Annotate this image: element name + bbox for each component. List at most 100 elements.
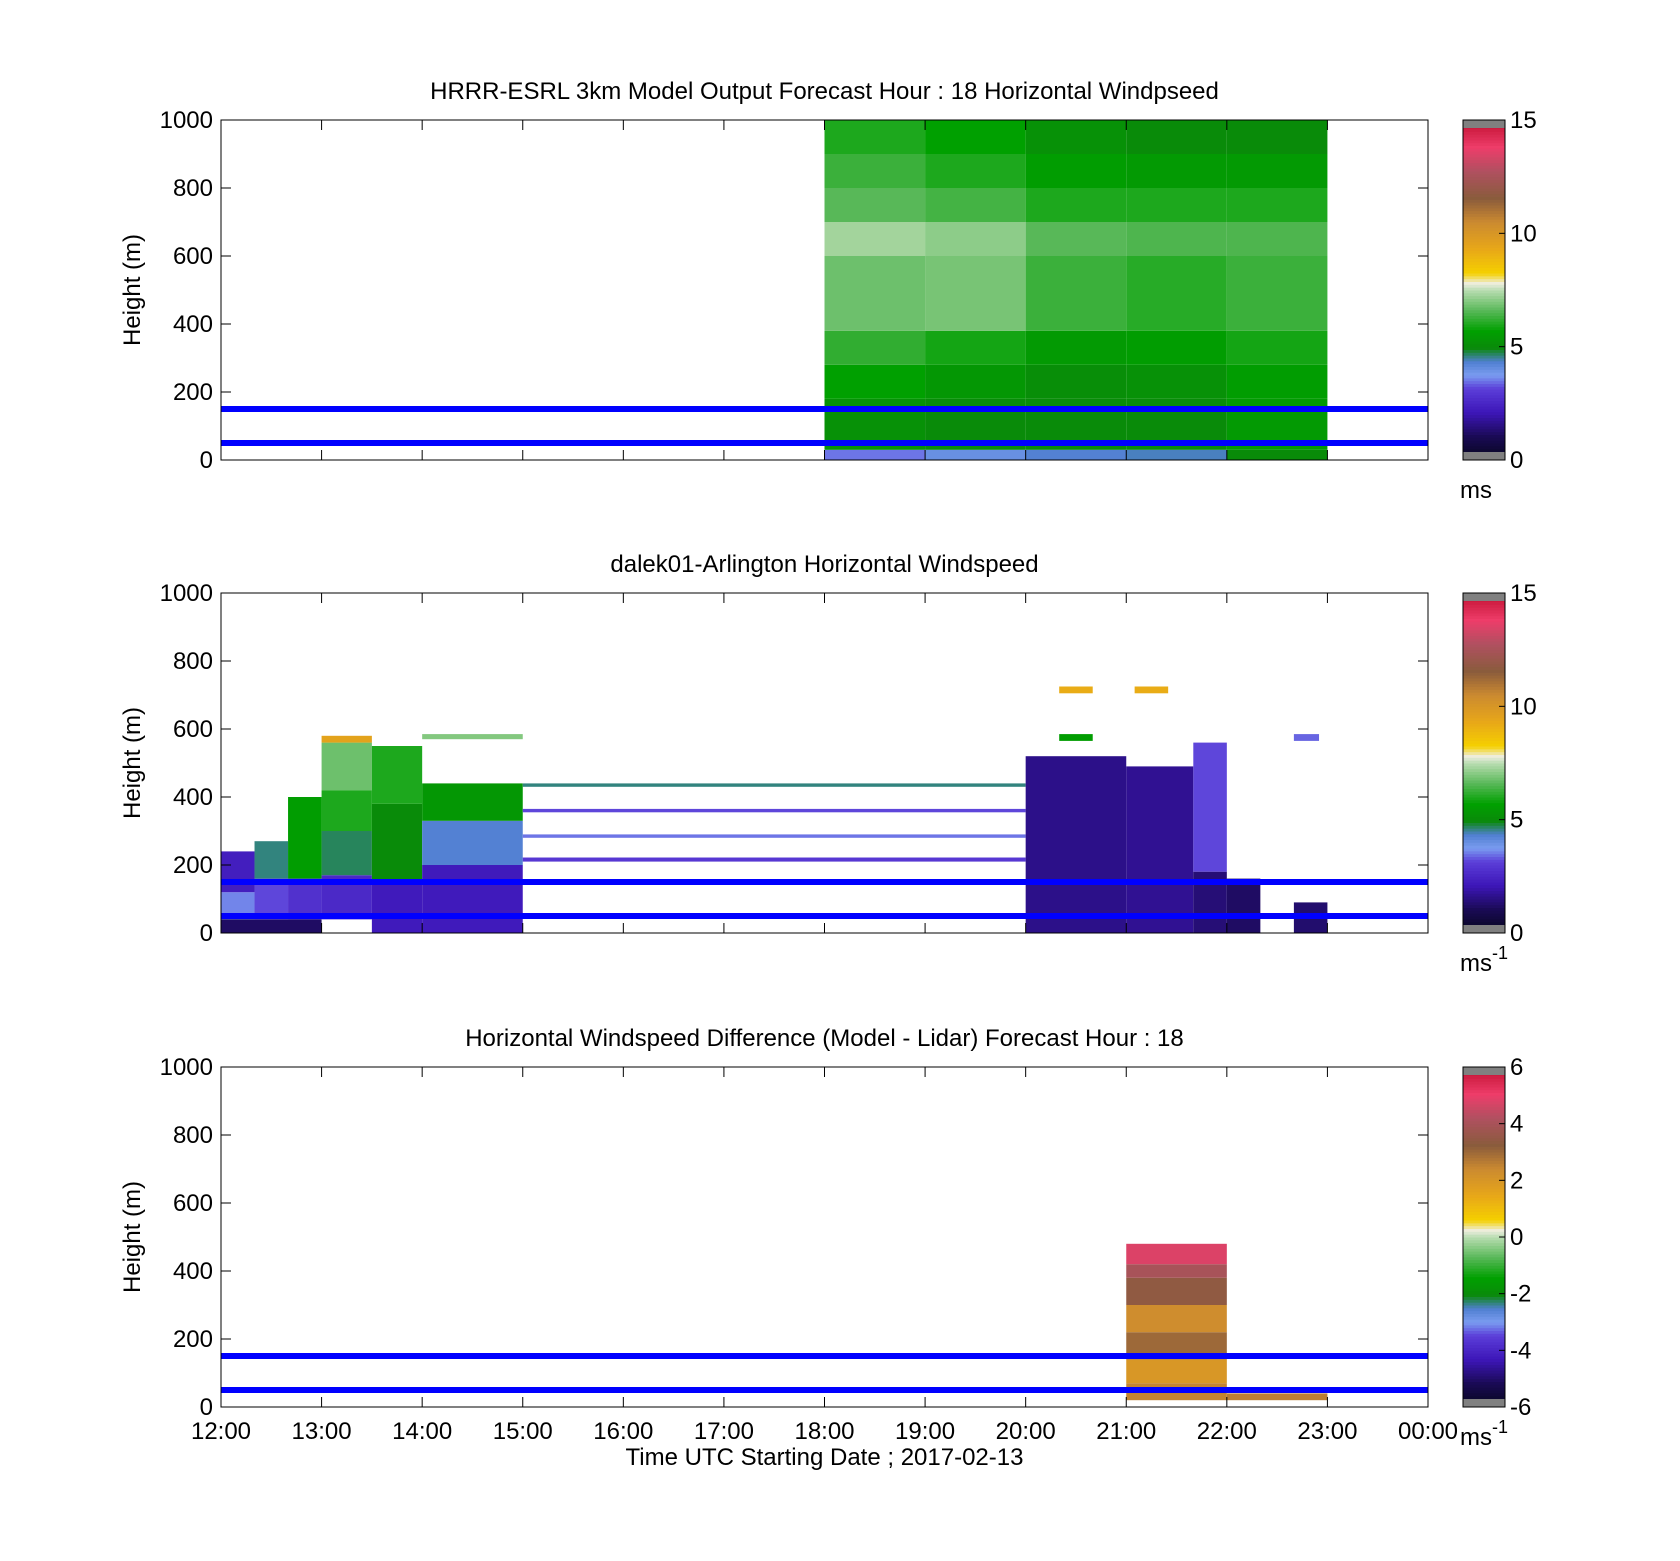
colorbar-segment (1463, 612, 1505, 617)
colorbar-unit-label: ms (1460, 477, 1492, 504)
heatmap-cell (1226, 256, 1328, 331)
colorbar-segment (1463, 814, 1505, 818)
colorbar-segment (1463, 1191, 1505, 1195)
colorbar-segment (1463, 907, 1505, 911)
heatmap-cell (1193, 742, 1227, 872)
colorbar-segment (1463, 1375, 1505, 1380)
colorbar-segment (1463, 1217, 1505, 1221)
colorbar-tick-label: -6 (1510, 1394, 1531, 1421)
x-axis-label: Time UTC Starting Date ; 2017-02-13 (626, 1444, 1024, 1471)
colorbar-segment (1463, 222, 1505, 226)
heatmap-cell (371, 882, 423, 933)
colorbar-segment (1463, 400, 1505, 404)
heatmap-cell (221, 919, 322, 933)
colorbar-segment (1463, 360, 1505, 365)
colorbar-segment (1463, 899, 1505, 903)
colorbar-segment (1463, 799, 1505, 804)
colorbar-segment (1463, 607, 1505, 611)
colorbar-segment (1463, 352, 1505, 356)
colorbar-segment (1463, 1092, 1505, 1096)
colorbar-segment (1463, 867, 1505, 872)
colorbar-segment (1463, 1089, 1505, 1093)
colorbar-segment (1463, 423, 1505, 427)
heatmap-cell (925, 330, 1026, 365)
colorbar-tick-label: 0 (1510, 920, 1523, 947)
colorbar-segment (1463, 1316, 1505, 1320)
y-axis-label: Height (m) (119, 234, 146, 346)
colorbar-segment (1463, 372, 1505, 376)
colorbar-segment (1463, 1129, 1505, 1133)
colorbar-segment (1463, 151, 1505, 155)
colorbar-tick-label: 0 (1510, 1224, 1523, 1251)
heatmap-cell (321, 831, 372, 876)
colorbar-segment (1463, 1290, 1505, 1295)
heatmap-cell (1126, 1277, 1227, 1305)
colorbar-segment (1463, 1140, 1505, 1144)
colorbar-segment (1463, 389, 1505, 393)
heatmap-cell (1293, 734, 1320, 741)
colorbar-segment (1463, 1075, 1505, 1079)
colorbar-segment (1463, 901, 1505, 906)
colorbar-segment (1463, 275, 1505, 280)
colorbar-segment (1463, 1322, 1505, 1326)
colorbar-segment (1463, 1143, 1505, 1147)
colorbar-segment (1463, 420, 1505, 424)
colorbar-segment (1463, 1367, 1505, 1371)
colorbar-segment (1463, 1183, 1505, 1187)
colorbar-segment (1463, 332, 1505, 336)
colorbar-segment (1463, 729, 1505, 733)
colorbar-segment (1463, 278, 1505, 282)
colorbar-segment (1463, 287, 1505, 291)
colorbar-segment (1463, 910, 1505, 914)
y-tick-label: 600 (173, 243, 213, 270)
heatmap-cell (1025, 188, 1127, 222)
colorbar-segment (1463, 1248, 1505, 1252)
y-tick-label: 800 (173, 175, 213, 202)
colorbar-segment (1463, 675, 1505, 679)
colorbar-segment (1463, 244, 1505, 248)
y-tick-label: 400 (173, 311, 213, 338)
colorbar-segment (1463, 304, 1505, 308)
heatmap-cell (321, 790, 372, 831)
heatmap-cell (522, 834, 1026, 838)
colorbar-segment (1463, 635, 1505, 639)
colorbar-over-cap (1463, 1067, 1505, 1075)
colorbar-segment (1463, 199, 1505, 203)
colorbar-segment (1463, 1256, 1505, 1261)
colorbar-segment (1463, 1078, 1505, 1082)
heatmap-cell (1126, 1264, 1227, 1278)
colorbar-segment (1463, 774, 1505, 778)
colorbar-segment (1463, 1279, 1505, 1283)
panel-3: 0 200 400 600 800 1000 12:00 13:00 14:00 15:00 16:… (119, 1025, 1531, 1451)
colorbar-segment (1463, 845, 1505, 849)
colorbar-segment (1463, 1390, 1505, 1394)
colorbar-segment (1463, 1268, 1505, 1272)
colorbar-segment (1463, 1112, 1505, 1116)
colorbar-segment (1463, 876, 1505, 880)
colorbar-segment (1463, 1203, 1505, 1207)
x-tick-label: 16:00 (593, 1418, 653, 1445)
colorbar-segment (1463, 652, 1505, 656)
colorbar-segment (1463, 683, 1505, 687)
chart-title: HRRR-ESRL 3km Model Output Forecast Hour… (430, 78, 1219, 105)
colorbar-segment (1463, 295, 1505, 299)
y-tick-label: 600 (173, 1190, 213, 1217)
colorbar-segment (1463, 1154, 1505, 1159)
colorbar-segment (1463, 644, 1505, 648)
colorbar-segment (1463, 865, 1505, 869)
y-tick-label: 0 (200, 1394, 213, 1421)
y-tick-label: 200 (173, 379, 213, 406)
heatmap-cell (522, 808, 1026, 813)
colorbar-segment (1463, 734, 1505, 738)
colorbar-segment (1463, 672, 1505, 676)
colorbar-segment (1463, 1180, 1505, 1184)
colorbar-segment (1463, 808, 1505, 812)
colorbar-segment (1463, 1149, 1505, 1153)
heatmap-cell (321, 735, 372, 743)
y-axis-label: Height (m) (119, 1181, 146, 1293)
colorbar-segment (1463, 1166, 1505, 1170)
colorbar-segment (1463, 207, 1505, 212)
colorbar-segment (1463, 873, 1505, 877)
colorbar-segment (1463, 1299, 1505, 1303)
colorbar-segment (1463, 1344, 1505, 1348)
